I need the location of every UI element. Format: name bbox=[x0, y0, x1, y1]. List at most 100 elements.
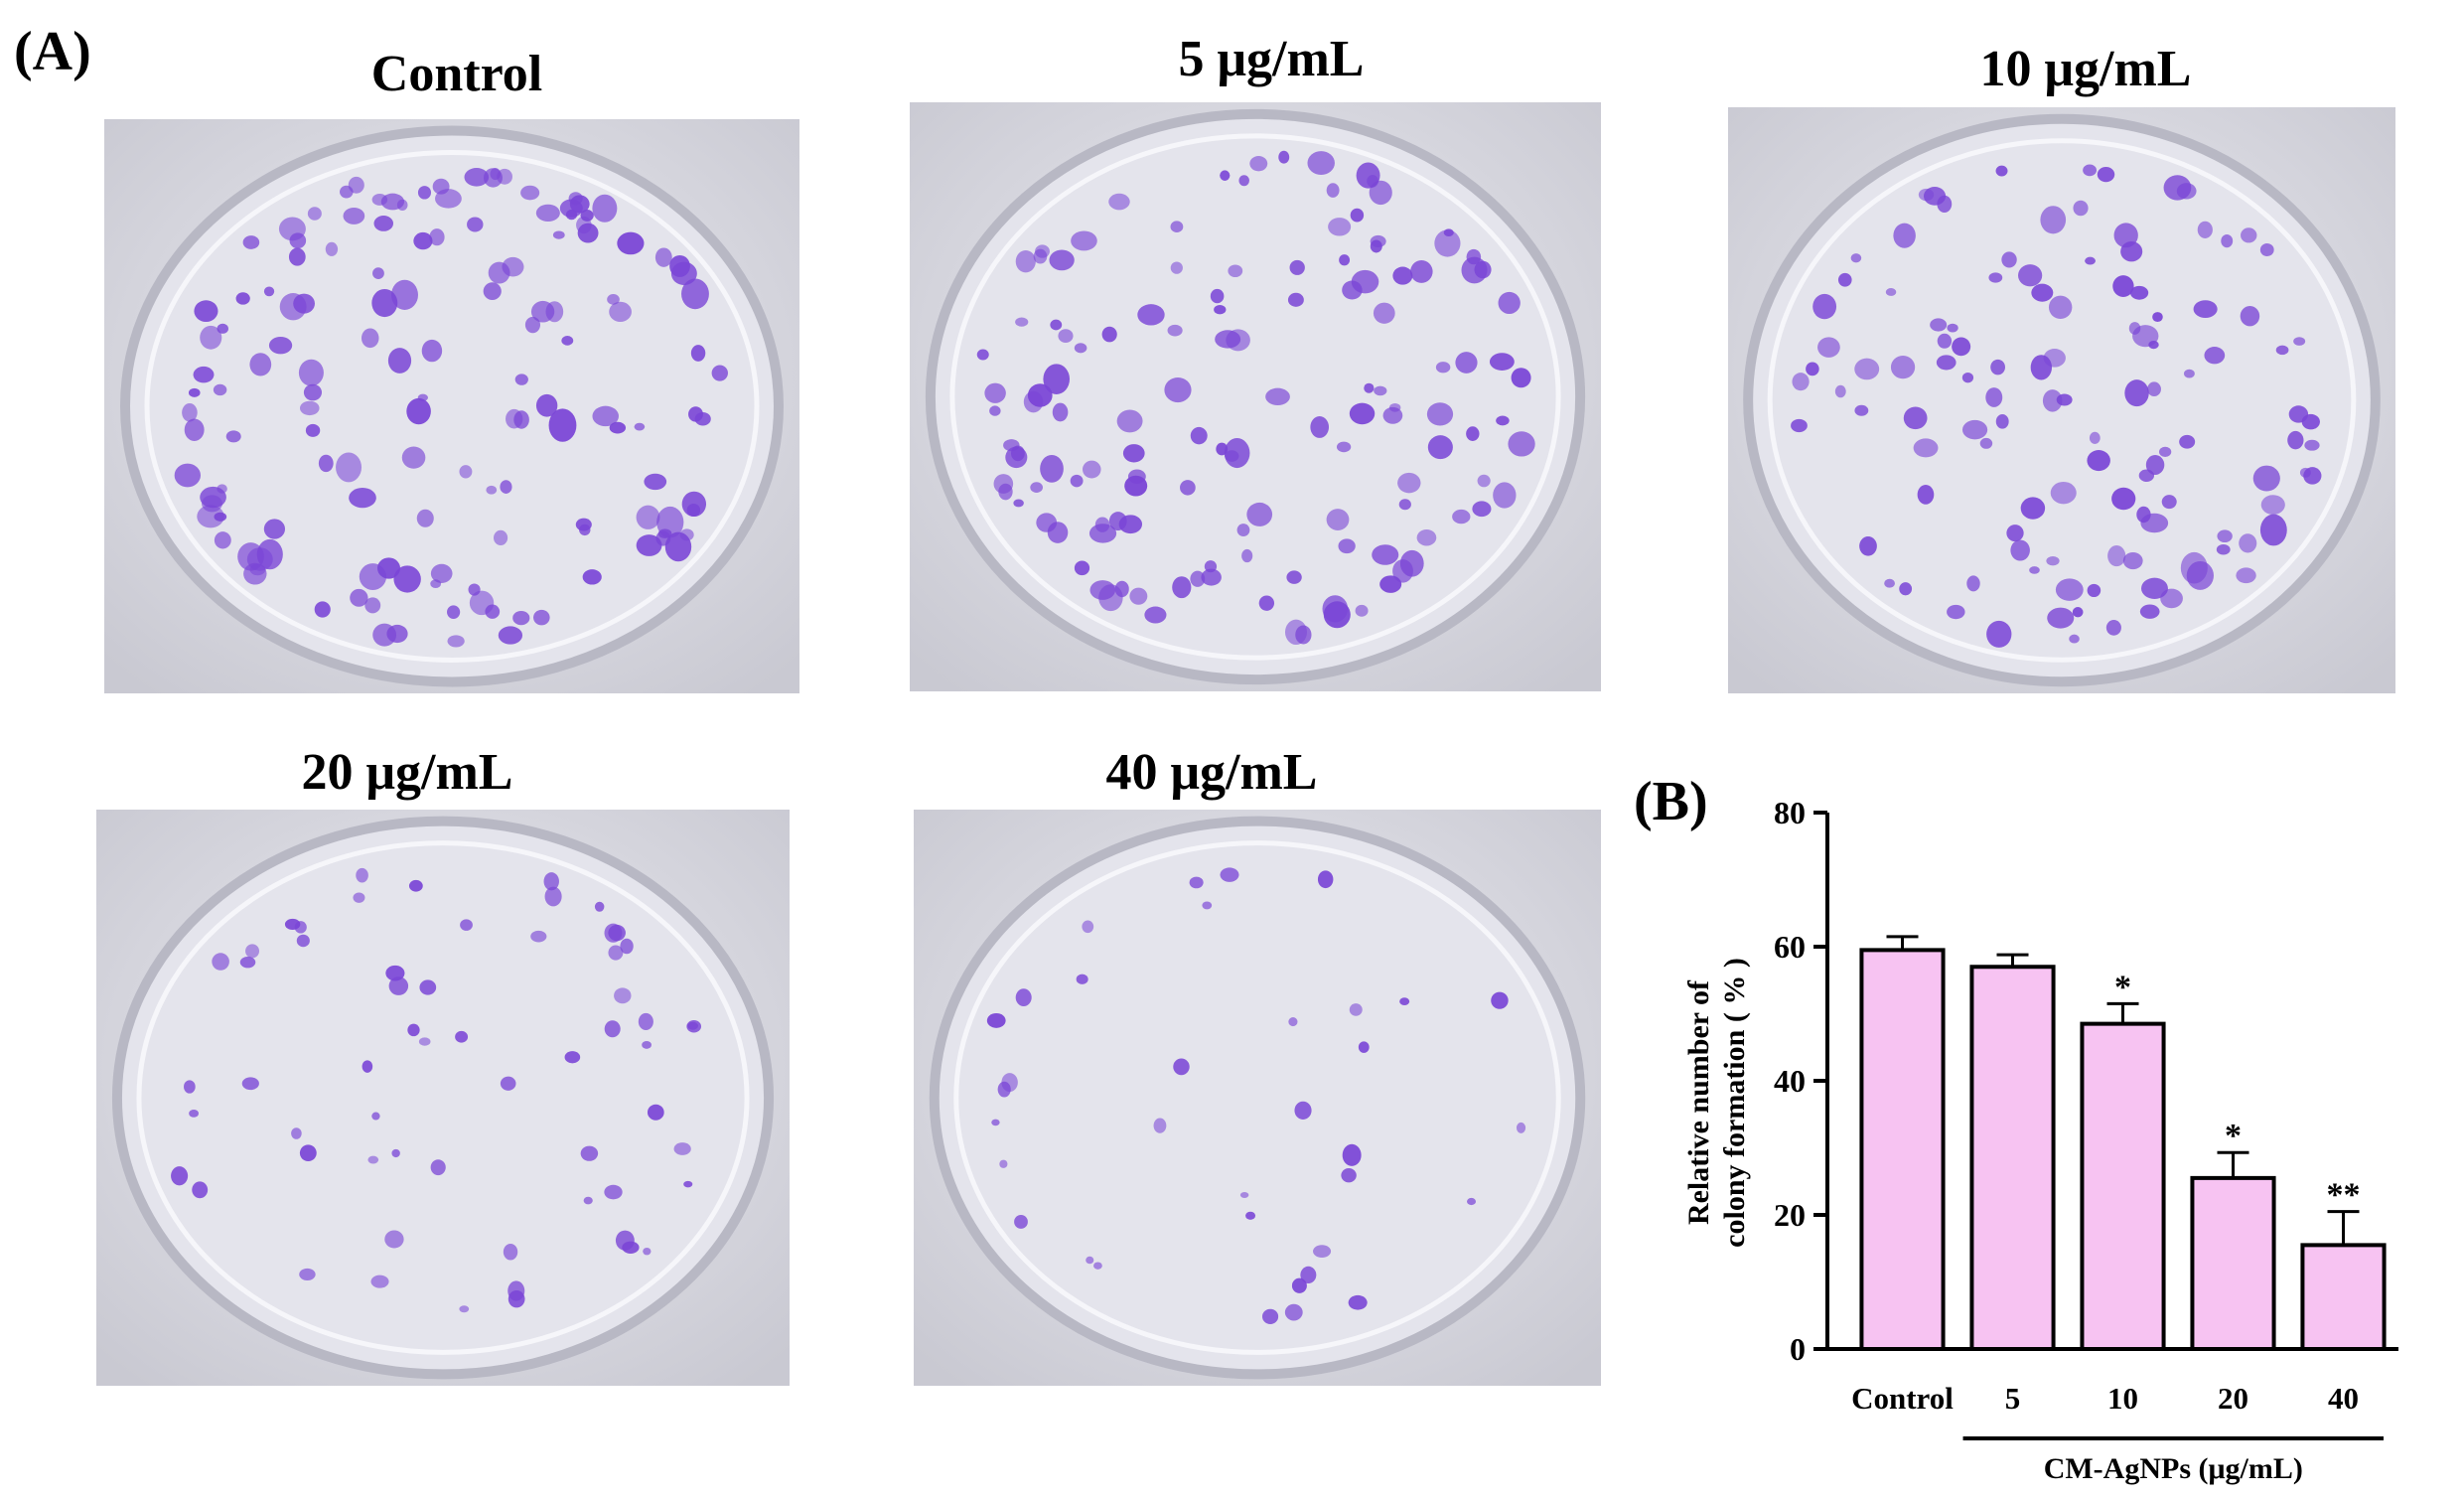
colony bbox=[2240, 305, 2260, 327]
colony bbox=[535, 393, 558, 417]
colony bbox=[1491, 991, 1509, 1009]
colony bbox=[1190, 570, 1206, 587]
colony bbox=[2148, 340, 2159, 350]
colony bbox=[1416, 529, 1437, 546]
colony bbox=[1937, 195, 1953, 214]
colony bbox=[2241, 227, 2257, 243]
dish-inner-rim bbox=[949, 133, 1561, 661]
colony bbox=[500, 480, 512, 494]
colony bbox=[1379, 575, 1402, 593]
colony bbox=[2136, 506, 2151, 524]
colony bbox=[212, 953, 229, 971]
colony bbox=[494, 529, 508, 546]
colony bbox=[1452, 509, 1471, 525]
colony bbox=[1108, 193, 1130, 211]
colony bbox=[2304, 439, 2320, 451]
colony bbox=[1291, 1277, 1307, 1293]
colony bbox=[1493, 482, 1517, 509]
colony bbox=[464, 167, 490, 187]
colony bbox=[1220, 170, 1231, 181]
colony bbox=[384, 1230, 404, 1249]
colony bbox=[1202, 901, 1213, 910]
colony bbox=[1370, 234, 1386, 247]
colony bbox=[607, 293, 620, 305]
colony bbox=[1937, 333, 1953, 349]
colony bbox=[406, 397, 431, 425]
colony bbox=[575, 518, 592, 531]
colony bbox=[385, 965, 405, 981]
colony bbox=[1241, 548, 1253, 563]
dish-rim bbox=[120, 125, 784, 687]
colony bbox=[1339, 254, 1351, 266]
colony bbox=[2105, 620, 2121, 636]
colony bbox=[497, 168, 512, 185]
colony bbox=[1220, 867, 1239, 882]
colony bbox=[1076, 974, 1088, 984]
colony bbox=[488, 261, 510, 284]
colony bbox=[242, 235, 260, 249]
colony bbox=[2141, 577, 2168, 599]
colony bbox=[429, 228, 445, 246]
colony bbox=[1300, 1266, 1317, 1284]
dish-photo-10 bbox=[1728, 107, 2395, 693]
colony bbox=[1167, 324, 1183, 337]
colony bbox=[1153, 1118, 1167, 1133]
colony bbox=[976, 349, 989, 361]
dish-title-10: 10 μg/mL bbox=[1979, 41, 2192, 97]
colony bbox=[683, 1180, 693, 1188]
colony bbox=[1289, 259, 1305, 275]
colony bbox=[552, 230, 565, 239]
colony bbox=[370, 1275, 389, 1288]
colony bbox=[498, 626, 523, 645]
colony bbox=[2259, 243, 2274, 257]
colony bbox=[1245, 1211, 1256, 1220]
colony bbox=[617, 231, 645, 255]
colony bbox=[189, 1109, 200, 1118]
x-axis-label: CM-AgNPs (μg/mL) bbox=[2044, 1452, 2303, 1485]
colony bbox=[2259, 514, 2287, 546]
colony bbox=[1137, 304, 1165, 326]
colony bbox=[686, 1019, 702, 1033]
colony bbox=[2299, 467, 2311, 478]
colony bbox=[2001, 251, 2017, 268]
colony bbox=[447, 605, 461, 619]
colony bbox=[1986, 620, 2012, 648]
colony bbox=[349, 487, 376, 509]
colony bbox=[2147, 381, 2161, 396]
significance-marker: ** bbox=[2327, 1177, 2361, 1214]
colony bbox=[2128, 322, 2141, 335]
colony bbox=[2301, 413, 2320, 430]
colony bbox=[490, 167, 501, 181]
colony bbox=[184, 418, 205, 441]
colony bbox=[373, 216, 394, 231]
colony bbox=[636, 534, 662, 556]
colony bbox=[2042, 389, 2063, 412]
colony bbox=[2050, 481, 2077, 505]
significance-marker: * bbox=[2114, 969, 2131, 1005]
colony bbox=[520, 185, 540, 201]
colony bbox=[1885, 288, 1897, 296]
colony bbox=[371, 288, 398, 318]
colony bbox=[2047, 607, 2075, 629]
colony bbox=[364, 597, 381, 614]
colony bbox=[387, 348, 412, 374]
colony bbox=[2252, 465, 2280, 492]
colony bbox=[2046, 556, 2060, 566]
dish-inner-rim bbox=[953, 840, 1561, 1355]
colony bbox=[1287, 292, 1304, 307]
colony bbox=[1124, 475, 1148, 497]
colony bbox=[1307, 151, 1335, 175]
colony bbox=[197, 505, 224, 528]
colony bbox=[391, 279, 418, 310]
colony bbox=[1030, 482, 1044, 493]
colony bbox=[2040, 206, 2067, 234]
colony bbox=[1015, 317, 1029, 327]
colony bbox=[263, 519, 286, 539]
colony bbox=[1015, 249, 1036, 273]
colony bbox=[1489, 353, 1515, 371]
bar bbox=[1859, 948, 1946, 1351]
colony bbox=[1859, 536, 1877, 556]
colony bbox=[459, 1305, 470, 1313]
colony bbox=[1961, 373, 1974, 383]
colony bbox=[984, 382, 1006, 403]
